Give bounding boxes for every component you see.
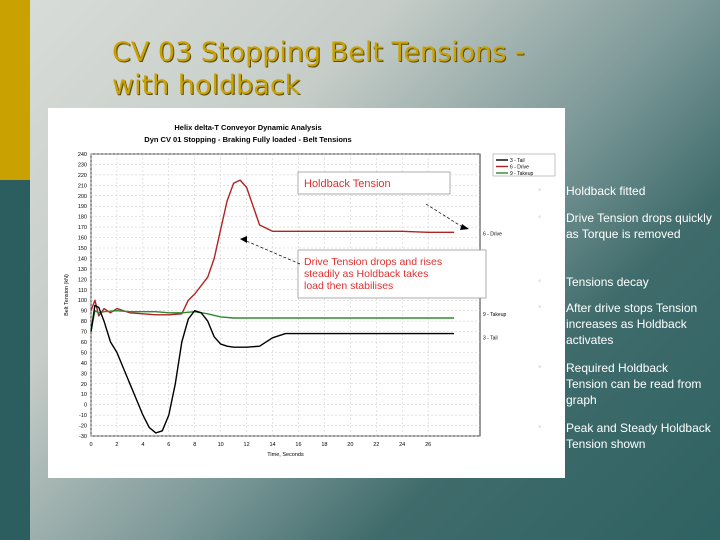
- x-tick-label: 24: [399, 442, 405, 448]
- chart-subtitle: Dyn CV 01 Stopping - Braking Fully loade…: [144, 135, 351, 144]
- annotation-drive-tension-line: Drive Tension drops and rises: [304, 256, 442, 268]
- legend-entry: 3 - Tail: [510, 158, 525, 164]
- x-tick-label: 18: [321, 442, 327, 448]
- x-tick-label: 10: [218, 442, 224, 448]
- x-tick-label: 4: [141, 442, 144, 448]
- y-tick-label: 190: [78, 204, 87, 210]
- y-tick-label: 220: [78, 173, 87, 179]
- bullet-dot: •: [538, 422, 542, 433]
- annotation-box: [297, 249, 487, 299]
- y-tick-label: 180: [78, 215, 87, 221]
- x-tick-label: 20: [347, 442, 353, 448]
- bullet-text: Tensions decay: [566, 275, 649, 289]
- bullet-dot: •: [538, 185, 542, 196]
- y-tick-label: 210: [78, 183, 87, 189]
- y-tick-label: 80: [81, 319, 87, 325]
- x-tick-label: 22: [373, 442, 379, 448]
- x-axis-label: Time, Seconds: [267, 452, 304, 458]
- legend-entry: 9 - Takeup: [510, 171, 533, 177]
- annotation-arrowhead: [240, 236, 247, 243]
- slide-title: CV 03 Stopping Belt Tensions - with hold…: [112, 36, 592, 102]
- bullet-text: Drive Tension drops quickly as Torque is…: [566, 211, 712, 241]
- y-tick-label: 0: [84, 403, 87, 409]
- annotation-leader: [425, 203, 465, 229]
- x-tick-label: 26: [425, 442, 431, 448]
- y-tick-label: 70: [81, 330, 87, 336]
- bullet-text: Required Holdback Tension can be read fr…: [566, 361, 702, 407]
- bullet-text: Holdback fitted: [566, 184, 646, 198]
- series-line-2: [90, 304, 455, 434]
- series-line-1: [90, 309, 455, 332]
- series-line-0: [90, 179, 455, 317]
- y-tick-label: 110: [78, 288, 87, 294]
- series-end-label: 6 - Drive: [483, 231, 502, 237]
- y-tick-label: 30: [81, 371, 87, 377]
- x-tick-label: 12: [244, 442, 250, 448]
- series-end-label: 3 - Tail: [483, 336, 498, 342]
- annotation-drive-tension-line: steadily as Holdback takes: [304, 268, 428, 280]
- y-tick-label: 90: [81, 309, 87, 315]
- bullet-dot: •: [538, 212, 542, 223]
- bullet-dot: •: [538, 276, 542, 287]
- y-tick-label: 20: [81, 382, 87, 388]
- y-axis-label: Belt Tension (kN): [64, 274, 70, 316]
- x-tick-label: 8: [193, 442, 196, 448]
- legend-entry: 6 - Drive: [510, 165, 529, 171]
- y-tick-label: 100: [78, 298, 87, 304]
- y-tick-label: 160: [78, 236, 87, 242]
- bullet-text: Peak and Steady Holdback Tension shown: [566, 421, 711, 451]
- y-tick-label: 130: [78, 267, 87, 273]
- y-tick-label: 240: [78, 152, 87, 158]
- bullet-dot: •: [538, 302, 542, 313]
- x-tick-label: 0: [89, 442, 92, 448]
- y-tick-label: 170: [78, 225, 87, 231]
- y-tick-label: 230: [78, 162, 87, 168]
- y-tick-label: 150: [78, 246, 87, 252]
- x-tick-label: 2: [115, 442, 118, 448]
- bullet-text: After drive stops Tension increases as H…: [566, 301, 698, 347]
- y-tick-label: -20: [79, 424, 87, 430]
- chart-title: Helix delta-T Conveyor Dynamic Analysis: [174, 123, 321, 132]
- slide-title-line-2: with holdback: [112, 70, 301, 101]
- annotation-leader: [243, 239, 301, 265]
- belt-tension-chart: Helix delta-T Conveyor Dynamic Analysis D…: [48, 108, 565, 478]
- y-tick-label: 120: [78, 277, 87, 283]
- y-tick-label: 140: [78, 256, 87, 262]
- y-tick-label: 40: [81, 361, 87, 367]
- chart-svg: Helix delta-T Conveyor Dynamic Analysis D…: [64, 123, 556, 458]
- x-tick-label: 6: [167, 442, 170, 448]
- legend-box: [492, 153, 556, 177]
- y-tick-label: -30: [79, 434, 87, 440]
- y-tick-label: 50: [81, 350, 87, 356]
- bullet-dot: •: [538, 362, 542, 373]
- series-end-label: 9 - Takeup: [483, 312, 506, 318]
- annotation-drive-tension-line: load then stabilises: [304, 280, 393, 292]
- x-tick-label: 14: [269, 442, 275, 448]
- annotation-box: [297, 171, 451, 195]
- x-tick-label: 16: [295, 442, 301, 448]
- annotation-arrowhead: [460, 224, 469, 230]
- y-tick-label: -10: [79, 413, 87, 419]
- slide-gold-accent: [0, 0, 30, 180]
- slide-title-line-1: CV 03 Stopping Belt Tensions -: [112, 37, 525, 68]
- y-tick-label: 60: [81, 340, 87, 346]
- y-tick-label: 10: [81, 392, 87, 398]
- annotation-holdback-tension: Holdback Tension: [304, 178, 391, 190]
- y-tick-label: 200: [78, 194, 87, 200]
